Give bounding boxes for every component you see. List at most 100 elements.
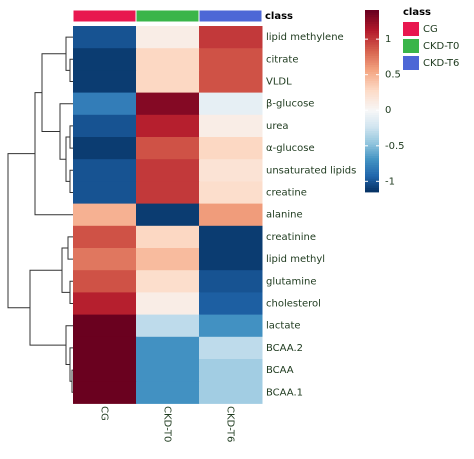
colorbar-segment bbox=[365, 14, 379, 18]
colorbar-segment bbox=[365, 164, 379, 168]
colorbar-segment bbox=[365, 96, 379, 100]
colorbar-segment bbox=[365, 135, 379, 138]
x-tick-label: CKD-T0 bbox=[162, 406, 173, 442]
colorbar-segment bbox=[365, 53, 379, 56]
x-tick-label: CG bbox=[99, 406, 110, 421]
legend-label: CG bbox=[423, 24, 438, 35]
colorbar-segment bbox=[365, 160, 379, 163]
class-bar bbox=[198, 9, 263, 23]
heatmap-cell bbox=[136, 270, 200, 293]
heatmap-cell bbox=[73, 248, 137, 271]
legend-label: CKD-T6 bbox=[423, 58, 459, 69]
colorbar-segment bbox=[365, 55, 379, 59]
colorbar-segment bbox=[365, 180, 379, 184]
colorbar-segment bbox=[365, 28, 379, 31]
heatmap-cell bbox=[73, 225, 137, 249]
colorbar-segment bbox=[365, 132, 379, 136]
colorbar-segment bbox=[365, 66, 379, 70]
heatmap-cell bbox=[136, 336, 200, 360]
colorbar-segment bbox=[365, 41, 379, 45]
y-tick-label: creatinine bbox=[266, 232, 316, 243]
heatmap-cell bbox=[73, 314, 137, 338]
colorbar-segment bbox=[365, 166, 379, 170]
heatmap-cell bbox=[73, 70, 137, 94]
colorbar-segment bbox=[365, 126, 379, 129]
colorbar-segment bbox=[365, 151, 379, 154]
colorbar-segment bbox=[365, 16, 379, 20]
heatmap-cell bbox=[136, 70, 200, 94]
y-tick-label: BCAA.2 bbox=[266, 343, 303, 354]
colorbar-segment bbox=[365, 153, 379, 156]
y-tick-label: creatine bbox=[266, 188, 307, 199]
colorbar-segment bbox=[365, 57, 379, 61]
colorbar-segment bbox=[365, 162, 379, 166]
x-tick-label: CKD-T6 bbox=[225, 406, 236, 442]
heatmap-cell bbox=[199, 248, 263, 271]
colorbar-segment bbox=[365, 46, 379, 50]
colorbar-segment bbox=[365, 19, 379, 22]
colorbar-segment bbox=[365, 141, 379, 145]
colorbar-segment bbox=[365, 85, 379, 88]
colorbar-segment bbox=[365, 64, 379, 68]
colorbar-segment bbox=[365, 148, 379, 152]
heatmap-cell bbox=[199, 336, 263, 360]
y-tick-label: glutamine bbox=[266, 276, 317, 287]
colorbar-segment bbox=[365, 89, 379, 93]
colorbar-segment bbox=[365, 62, 379, 65]
heatmap-cell bbox=[199, 48, 263, 71]
heatmap-cell bbox=[136, 225, 200, 249]
heatmap-cell bbox=[199, 270, 263, 293]
colorbar-segment bbox=[365, 187, 379, 191]
heatmap-cell bbox=[199, 137, 263, 160]
colorbar-segment bbox=[365, 173, 379, 177]
heatmap-cell bbox=[136, 248, 200, 271]
colorbar-tick-label: -1 bbox=[385, 176, 395, 187]
colorbar-segment bbox=[365, 82, 379, 86]
colorbar-segment bbox=[365, 39, 379, 43]
legend-title: class bbox=[403, 7, 431, 18]
heatmap-cell bbox=[136, 92, 200, 116]
colorbar-tick-label: 1 bbox=[385, 34, 391, 45]
colorbar-tick-label: -0.5 bbox=[385, 141, 405, 152]
colorbar-segment bbox=[365, 103, 379, 106]
colorbar-segment bbox=[365, 189, 379, 193]
heatmap-cell bbox=[199, 203, 263, 227]
colorbar-segment bbox=[365, 30, 379, 34]
colorbar-segment bbox=[365, 32, 379, 36]
colorbar-segment bbox=[365, 25, 379, 29]
colorbar-segment bbox=[365, 80, 379, 84]
colorbar-segment bbox=[365, 178, 379, 182]
heatmap-cell bbox=[199, 359, 263, 382]
colorbar-segment bbox=[365, 155, 379, 159]
colorbar-segment bbox=[365, 44, 379, 47]
row-dendrogram bbox=[7, 36, 73, 393]
heatmap-cell bbox=[73, 292, 137, 316]
y-tick-label: lipid methylene bbox=[266, 32, 344, 43]
heatmap-cell bbox=[73, 48, 137, 71]
y-tick-label: lactate bbox=[266, 321, 301, 332]
heatmap-cell bbox=[73, 26, 137, 49]
colorbar-segment bbox=[365, 10, 379, 13]
heatmap-cell bbox=[73, 381, 137, 404]
heatmap-cell bbox=[136, 203, 200, 227]
colorbar-segment bbox=[365, 94, 379, 97]
colorbar-tick-label: 0 bbox=[385, 105, 391, 116]
heatmap-cell bbox=[136, 26, 200, 49]
y-tick-label: alanine bbox=[266, 210, 303, 221]
heatmap-cell bbox=[73, 359, 137, 382]
class-bar-label: class bbox=[265, 11, 293, 22]
y-tick-label: urea bbox=[266, 121, 289, 132]
colorbar-segment bbox=[365, 35, 379, 38]
colorbar-segment bbox=[365, 12, 379, 15]
y-tick-label: BCAA.1 bbox=[266, 387, 303, 398]
heatmap-cell bbox=[73, 270, 137, 293]
y-tick-label: unsaturated lipids bbox=[266, 165, 356, 176]
colorbar-segment bbox=[365, 123, 379, 127]
heatmap-cell bbox=[136, 292, 200, 316]
colorbar-segment bbox=[365, 176, 379, 179]
colorbar-segment bbox=[365, 48, 379, 52]
colorbar-segment bbox=[365, 50, 379, 54]
y-tick-label: α-glucose bbox=[266, 143, 315, 154]
heatmap-cell bbox=[73, 92, 137, 116]
colorbar-segment bbox=[365, 112, 379, 116]
